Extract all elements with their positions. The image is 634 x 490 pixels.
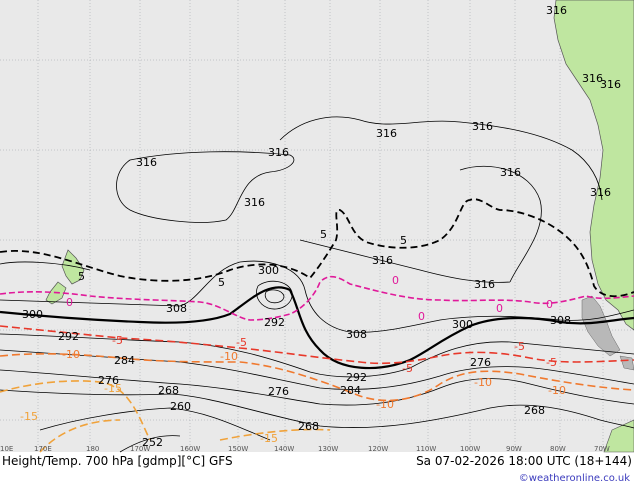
contour-292 [0,333,634,378]
height-label-268: 268 [298,420,319,433]
contour-260 [39,407,271,441]
land-antarctic-tip [603,419,634,453]
temp-label-neg15: -15 [260,432,278,445]
contour-316-west [0,261,91,271]
temp-label-neg5: -5 [236,336,247,349]
temp-label-0: 0 [496,302,503,315]
height-label-316: 316 [500,166,521,179]
height-label-316: 316 [474,278,495,291]
height-label-316: 316 [136,156,157,169]
temp-label-neg10: -10 [474,376,492,389]
isotherm-5 [0,198,634,298]
longitude-tick: 80W [550,445,566,453]
isotherm-neg15 [0,380,331,453]
contour-300 [0,286,634,370]
longitude-tick: 120W [368,445,388,453]
map-title: Height/Temp. 700 hPa [gdmp][°C] GFS [2,454,233,468]
height-label-300: 300 [258,264,279,277]
height-label-316: 316 [244,196,265,209]
height-label-276: 276 [98,374,119,387]
height-label-292: 292 [58,330,79,343]
height-label-276: 276 [268,385,289,398]
temp-label-neg5: -5 [546,356,557,369]
credit-link[interactable]: ©weatheronline.co.uk [518,473,630,484]
longitude-tick: 150W [228,445,248,453]
temp-label-0: 0 [546,298,553,311]
height-label-316: 316 [600,78,621,91]
contour-316-north [279,116,603,201]
height-label-252: 252 [142,436,163,449]
longitude-ticks: 10E 170E 180 170W 160W 150W 140W 130W 12… [0,445,610,453]
temp-label-neg5: -5 [514,340,525,353]
contour-low-centre [256,280,293,310]
temp-label-neg15: -15 [20,410,38,423]
height-label-316: 316 [582,72,603,85]
longitude-tick: 170W [130,445,150,453]
temp-label-neg10: -10 [220,350,238,363]
height-label-268: 268 [524,404,545,417]
temp-label-neg10: -10 [376,398,394,411]
height-label-316: 316 [590,186,611,199]
height-label-316: 316 [546,4,567,17]
temp-label-0: 0 [66,296,73,309]
height-label-316: 316 [472,120,493,133]
temp-label-5: 5 [78,270,85,283]
height-label-300: 300 [452,318,473,331]
temp-label-neg5: -5 [402,362,413,375]
land-chile-islands [581,295,634,371]
longitude-tick: 180 [86,445,99,453]
contour-276 [0,369,634,406]
temp-label-5: 5 [320,228,327,241]
longitude-tick: 140W [274,445,294,453]
temp-label-neg5: -5 [112,334,123,347]
longitude-tick: 130W [318,445,338,453]
height-label-292: 292 [264,316,285,329]
contour-268 [0,389,634,429]
contour-316-middle [299,239,511,283]
ocean [0,0,634,452]
temp-label-5: 5 [218,276,225,289]
temp-label-neg10: -10 [62,348,80,361]
height-label-308: 308 [346,328,367,341]
temp-label-0: 0 [418,310,425,323]
height-labels: 316 316 316 316 316 316 316 316 316 316 … [22,4,621,449]
height-label-284: 284 [340,384,361,397]
height-label-260: 260 [170,400,191,413]
height-label-308: 308 [166,302,187,315]
height-label-300: 300 [22,308,43,321]
contour-316-loop-west [116,151,295,223]
contour-low-inner [264,289,285,304]
temperature-labels: 5 5 5 5 0 0 0 0 0 -5 -5 -5 -5 -5 -10 -10… [20,228,566,445]
height-label-268: 268 [158,384,179,397]
temp-label-5: 5 [400,234,407,247]
height-label-308: 308 [550,314,571,327]
isotherm-neg10 [0,353,634,402]
height-label-316: 316 [372,254,393,267]
height-label-292: 292 [346,371,367,384]
longitude-tick: 70W [594,445,610,453]
temp-label-0: 0 [392,274,399,287]
contour-316-south-loop [459,165,542,283]
height-label-316: 316 [376,127,397,140]
longitude-tick: 170E [34,445,52,453]
longitude-tick: 10E [0,445,13,453]
height-contours [0,116,634,453]
longitude-tick: 110W [416,445,436,453]
isotherm-neg5 [0,325,634,365]
height-label-284: 284 [114,354,135,367]
map-datetime: Sa 07-02-2026 18:00 UTC (18+144) [416,454,632,468]
isotherm-0 [0,275,634,321]
land-south-america [553,0,634,331]
temp-label-neg10: -10 [548,384,566,397]
longitude-tick: 100W [460,445,480,453]
height-label-276: 276 [470,356,491,369]
temp-label-neg15: -15 [104,382,122,395]
height-label-316: 316 [268,146,289,159]
longitude-tick: 90W [506,445,522,453]
longitude-tick: 160W [180,445,200,453]
